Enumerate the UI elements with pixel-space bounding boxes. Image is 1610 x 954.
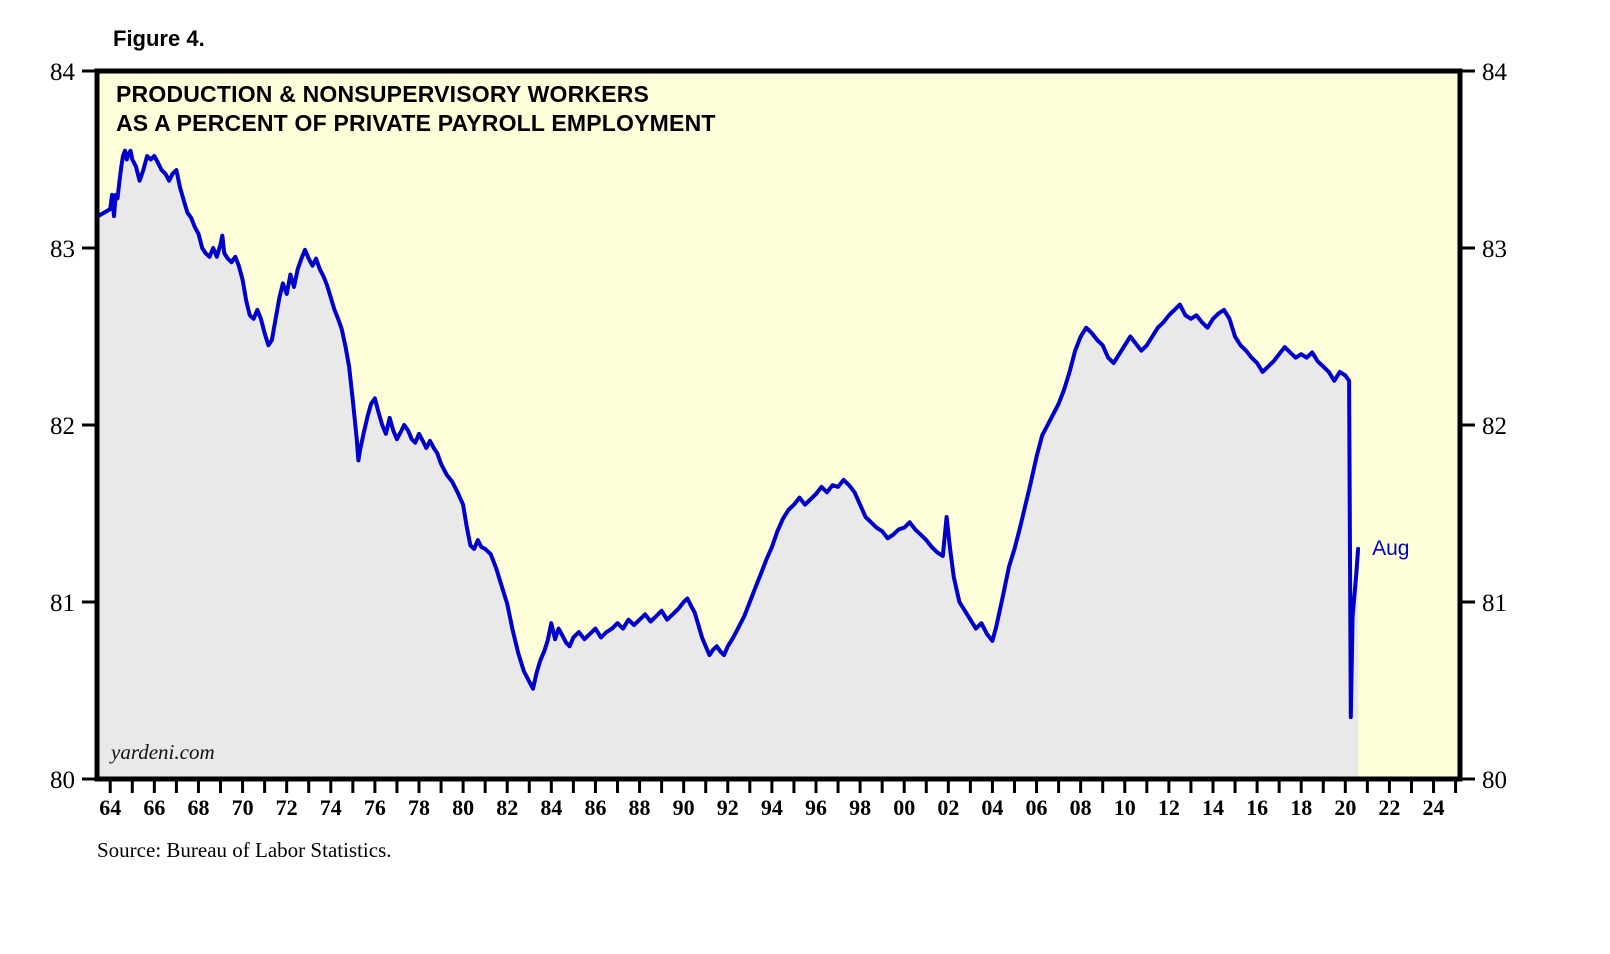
svg-text:02: 02 [937,795,959,820]
svg-text:00: 00 [893,795,915,820]
svg-text:84: 84 [50,59,76,86]
svg-text:18: 18 [1290,795,1312,820]
annotation-aug-label: Aug [1372,536,1410,560]
svg-text:74: 74 [320,795,342,820]
svg-text:80: 80 [50,767,75,794]
svg-text:06: 06 [1026,795,1048,820]
svg-text:64: 64 [99,795,121,820]
svg-text:82: 82 [50,413,75,440]
chart-title: PRODUCTION & NONSUPERVISORY WORKERS AS A… [116,80,716,138]
svg-text:80: 80 [452,795,474,820]
watermark-yardeni: yardeni.com [111,740,215,764]
svg-text:86: 86 [584,795,606,820]
svg-text:82: 82 [1482,413,1507,440]
svg-text:80: 80 [1482,767,1507,794]
svg-text:84: 84 [1482,59,1508,86]
svg-text:83: 83 [50,236,75,263]
svg-text:08: 08 [1070,795,1092,820]
svg-text:72: 72 [276,795,298,820]
svg-text:88: 88 [629,795,651,820]
svg-text:20: 20 [1334,795,1356,820]
chart-title-line-2: AS A PERCENT OF PRIVATE PAYROLL EMPLOYME… [116,110,716,136]
svg-text:98: 98 [849,795,871,820]
svg-text:78: 78 [408,795,430,820]
svg-text:24: 24 [1423,795,1445,820]
svg-text:66: 66 [143,795,165,820]
svg-text:96: 96 [805,795,827,820]
svg-text:81: 81 [50,590,75,617]
svg-text:84: 84 [540,795,562,820]
svg-text:90: 90 [673,795,695,820]
svg-text:83: 83 [1482,236,1507,263]
figure-label: Figure 4. [113,26,205,51]
svg-text:68: 68 [187,795,209,820]
svg-text:10: 10 [1114,795,1136,820]
svg-text:94: 94 [761,795,783,820]
svg-text:81: 81 [1482,590,1507,617]
chart-title-line-1: PRODUCTION & NONSUPERVISORY WORKERS [116,81,650,107]
svg-text:12: 12 [1158,795,1180,820]
svg-text:22: 22 [1378,795,1400,820]
svg-text:14: 14 [1202,795,1224,820]
svg-text:76: 76 [364,795,386,820]
source-line: Source: Bureau of Labor Statistics. [97,838,392,862]
svg-text:16: 16 [1246,795,1268,820]
svg-text:92: 92 [717,795,739,820]
svg-text:04: 04 [981,795,1003,820]
svg-text:70: 70 [232,795,254,820]
svg-text:82: 82 [496,795,518,820]
